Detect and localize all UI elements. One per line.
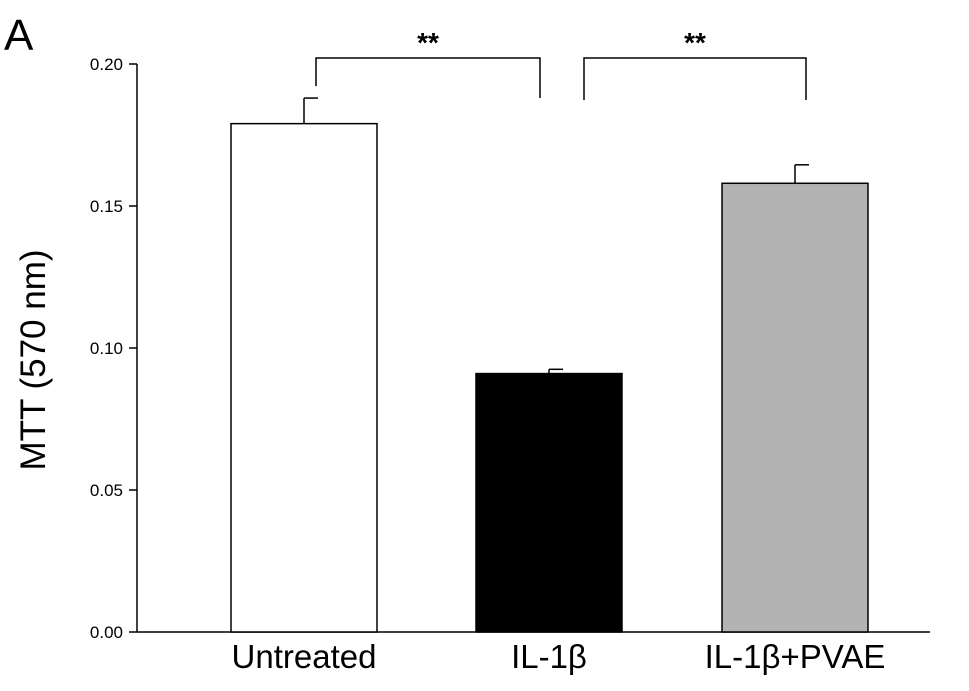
significance-bracket	[315, 57, 541, 98]
significance-label: **	[684, 27, 706, 58]
bar	[230, 122, 378, 633]
significance-label: **	[417, 27, 439, 58]
y-tick-label: 0.20	[90, 55, 123, 74]
y-axis-label: MTT (570 nm)	[14, 249, 53, 470]
category-label: Untreated	[232, 638, 377, 675]
panel-label: A	[4, 11, 34, 60]
significance-bracket	[583, 57, 807, 100]
category-label: IL-1β+PVAE	[705, 638, 886, 675]
axes: 0.00 0.05 0.10 0.15 0.20 Untreated IL-1β IL-1β+…	[90, 55, 930, 675]
bar	[475, 372, 623, 633]
y-tick-label: 0.15	[90, 197, 123, 216]
y-tick-label: 0.00	[90, 623, 123, 642]
bar	[721, 182, 869, 633]
y-tick-label: 0.05	[90, 481, 123, 500]
category-label: IL-1β	[511, 638, 587, 675]
bars	[230, 122, 869, 633]
y-tick-label: 0.10	[90, 339, 123, 358]
significance-brackets: ** **	[315, 27, 807, 100]
error-bars	[303, 97, 809, 374]
